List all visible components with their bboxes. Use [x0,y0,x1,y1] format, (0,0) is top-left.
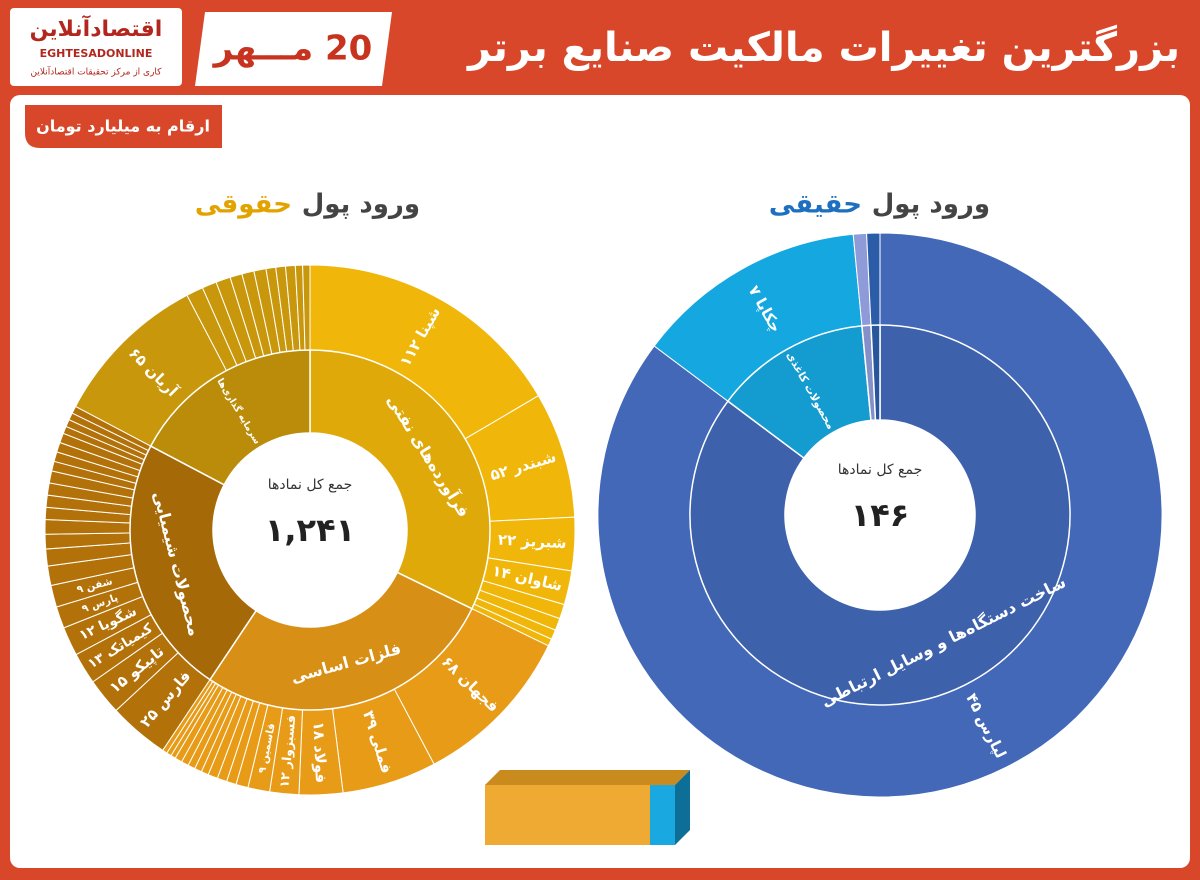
date: 20 مـــهر [212,29,373,69]
inner-segment [129,445,258,681]
center-label: جمع کل نمادها [268,477,353,493]
center-total: ۱۴۶ [851,496,910,534]
logo-sub: کاری از مرکز تحقیقات اقتصادآنلاین [31,66,163,78]
chart-title-highlight: حقیقی [769,190,862,220]
unit-box [25,105,222,148]
logo-en: EGHTESADONLINE [40,47,153,60]
center-hole [785,420,975,610]
segment-label: فسبزوار ۱۲ [276,714,298,788]
chart-title-highlight: حقوقی [195,190,292,220]
title: بزرگترین تغییرات مالکیت صنایع برتر [466,24,1180,71]
center-label: جمع کل نمادها [838,462,923,478]
chart-title: ورود پول [302,190,420,220]
unit-note: ارقام به میلیارد تومان [36,117,210,136]
segment-label: شبریز ۲۲ [497,531,567,553]
center-total: ۱,۲۴۱ [265,511,355,549]
center-hole [213,433,407,627]
logo: اقتصادآنلاین [30,14,163,42]
chart-title: ورود پول [872,190,990,220]
date-box [195,12,392,86]
logo-box [10,8,182,86]
segment-label: فولاد ۱۸ [310,721,331,783]
decor-box [485,770,690,845]
